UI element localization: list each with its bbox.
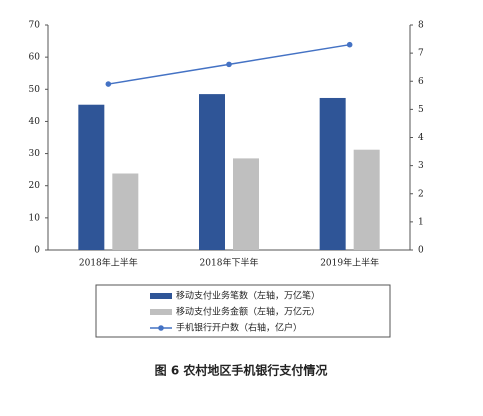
point (346, 41, 353, 48)
y-tick-label: 0 (34, 246, 40, 256)
y2-tick-label: 5 (418, 105, 424, 115)
bar (112, 173, 139, 250)
x-tick-label: 2018年下半年 (200, 257, 259, 269)
legend-label: 移动支付业务笔数（左轴，万亿笔） (176, 290, 320, 302)
y-tick-label: 10 (29, 213, 41, 223)
bar (199, 94, 225, 250)
x-tick-label: 2018年上半年 (79, 257, 138, 269)
legend-swatch (150, 309, 172, 315)
y-tick-label: 70 (29, 21, 41, 31)
bar (233, 158, 259, 250)
chart-title: 图 6 农村地区手机银行支付情况 (155, 363, 328, 378)
legend-label: 手机银行开户数（右轴，亿户） (176, 322, 302, 334)
y2-tick-label: 6 (418, 77, 424, 87)
legend-marker (158, 325, 164, 331)
x-tick-label: 2019年上半年 (320, 257, 379, 269)
bar (353, 149, 380, 250)
legend-label: 移动支付业务金额（左轴，万亿元） (176, 306, 320, 318)
y2-tick-label: 3 (418, 161, 424, 171)
y-tick-label: 60 (29, 53, 41, 63)
y2-tick-label: 4 (418, 133, 424, 143)
legend-box (95, 284, 391, 338)
point (226, 61, 232, 68)
y-tick-label: 30 (29, 149, 41, 159)
y2-tick-label: 8 (418, 21, 424, 31)
point (105, 81, 112, 87)
y2-tick-label: 7 (418, 49, 424, 59)
y-tick-label: 50 (29, 85, 41, 95)
y-tick-label: 40 (29, 117, 41, 127)
y2-tick-label: 1 (418, 217, 424, 227)
legend-swatch (150, 293, 172, 299)
y2-tick-label: 2 (418, 189, 424, 199)
y-tick-label: 20 (29, 181, 41, 191)
y2-tick-label: 0 (418, 246, 424, 256)
bar (78, 104, 105, 250)
bar (319, 97, 346, 250)
